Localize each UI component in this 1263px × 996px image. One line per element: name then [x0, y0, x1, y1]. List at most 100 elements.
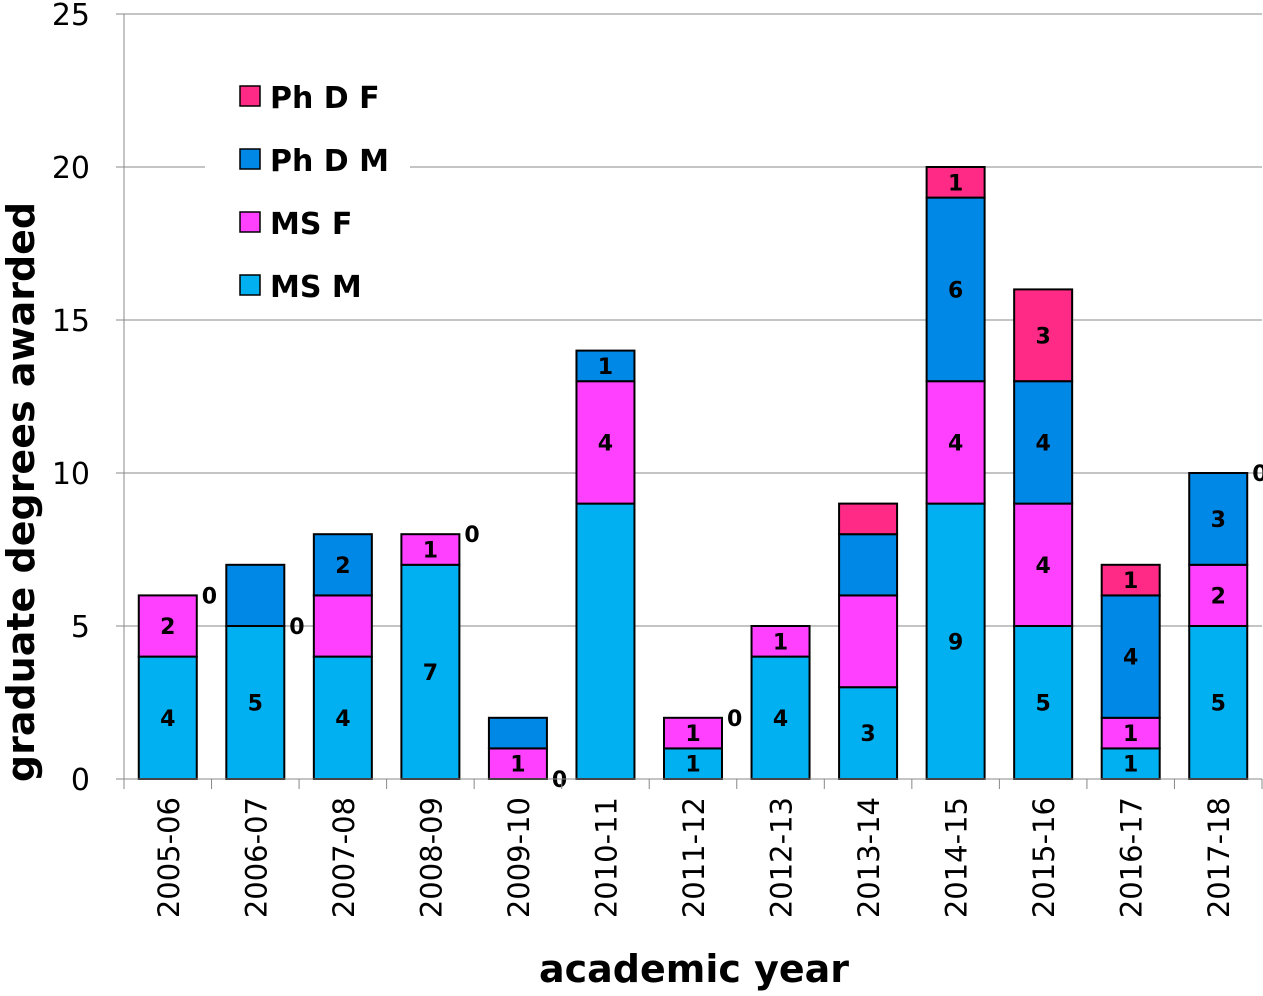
y-axis-title: graduate degrees awarded: [0, 202, 43, 782]
legend: Ph D F Ph D M MS F MS M: [239, 81, 389, 305]
bar-segment: [575, 349, 636, 383]
data-labels: 4 2 0 5 0 4 2 7 1 0 0 1 4 1 1 1 0 4 1 3 9 4 6 1 5 4 4 3 1 1 4 1 5 2 3 0: [160, 171, 1263, 793]
y-tick-label: 15: [52, 304, 90, 339]
legend-swatch: [239, 148, 261, 170]
x-axis-title: academic year: [539, 947, 849, 991]
bar-segment: [750, 625, 811, 658]
data-label: 1: [423, 539, 438, 564]
legend-background: [205, 60, 410, 310]
bar-segment: [663, 716, 723, 750]
data-label: 5: [248, 692, 263, 717]
bar-segment: [1013, 380, 1074, 505]
data-label: 0: [289, 615, 304, 640]
legend-label: Ph D F: [270, 81, 380, 116]
bar-segment: [1013, 625, 1074, 780]
data-label: 0: [464, 523, 479, 548]
data-label: 4: [598, 431, 613, 456]
data-label: 0: [202, 584, 217, 609]
bar-segment: [1013, 288, 1074, 383]
bars: [137, 166, 1249, 781]
x-tick-label: 2011-12: [677, 797, 711, 918]
bar-segment: [312, 533, 373, 597]
bar-segment: [575, 380, 636, 505]
data-label: 3: [1211, 508, 1226, 533]
data-label: 2: [1211, 584, 1226, 609]
grid: [124, 13, 1262, 627]
legend-label: MS M: [270, 270, 362, 305]
legend-label: MS F: [270, 207, 352, 242]
bar-segment: [1100, 594, 1161, 719]
x-tick-label: 2014-15: [940, 797, 974, 918]
data-label: 1: [685, 722, 700, 747]
data-label: 7: [423, 661, 438, 686]
bar-segment: [750, 655, 811, 780]
bar-segment: [1188, 472, 1249, 566]
bar-segment: [487, 716, 548, 750]
bar-segment: [838, 533, 899, 597]
bar-segment: [925, 380, 986, 505]
data-label: 4: [1035, 554, 1050, 579]
data-label: 1: [510, 753, 525, 778]
data-label: 0: [552, 768, 567, 793]
y-tick-label: 5: [71, 610, 90, 645]
x-tick-label: 2006-07: [239, 797, 273, 918]
data-label: 9: [948, 630, 963, 655]
data-label: 6: [948, 278, 963, 303]
bar-segment: [925, 502, 986, 780]
data-label: 4: [773, 707, 788, 732]
data-label: 2: [335, 554, 350, 579]
legend-label: Ph D M: [270, 144, 389, 179]
data-label: 4: [160, 707, 175, 732]
data-label: 0: [1252, 462, 1263, 487]
bar-segment: [225, 563, 286, 627]
x-tick-label: 2007-08: [327, 797, 361, 918]
bar-segment: [925, 166, 986, 199]
data-label: 3: [1035, 324, 1050, 349]
y-tick-label: 25: [52, 0, 90, 33]
bar-segment: [925, 196, 986, 383]
bar-segment: [312, 655, 373, 780]
legend-swatch: [239, 85, 261, 107]
data-label: 3: [860, 722, 875, 747]
data-label: 5: [1211, 692, 1226, 717]
bar-segment: [225, 625, 286, 780]
bar-segment: [487, 747, 548, 781]
data-label: 4: [1123, 646, 1138, 671]
data-label: 1: [1123, 569, 1138, 594]
bar-segment: [137, 655, 198, 780]
x-tick-label: 2017-18: [1202, 797, 1236, 918]
data-label: 2: [160, 615, 175, 640]
bar-segment: [400, 563, 461, 780]
legend-swatch: [239, 211, 261, 233]
bar-segment: [312, 594, 373, 658]
x-tick-label: 2016-17: [1115, 797, 1149, 918]
x-tick-label: 2013-14: [852, 797, 886, 918]
x-tick-label: 2012-13: [765, 797, 799, 918]
data-label: 1: [773, 630, 788, 655]
y-tick-label: 20: [52, 151, 90, 186]
data-label: 4: [1035, 431, 1050, 456]
x-tick-label: 2009-10: [502, 797, 536, 918]
data-label: 4: [948, 431, 963, 456]
data-label: 1: [948, 171, 963, 196]
data-label: 1: [1123, 722, 1138, 747]
y-tick-label: 10: [52, 457, 90, 492]
bar-segment: [838, 502, 899, 536]
bar-segment: [1100, 563, 1161, 597]
data-label: 1: [1123, 753, 1138, 778]
legend-swatch: [239, 274, 261, 296]
bar-segment: [838, 594, 899, 689]
bar-segment: [137, 594, 198, 658]
x-tick-label: 2010-11: [589, 797, 623, 918]
y-tick-label: 0: [71, 763, 90, 798]
data-label: 4: [335, 707, 350, 732]
x-tick-label: 2008-09: [414, 797, 448, 918]
x-tick-label: 2005-06: [152, 797, 186, 918]
bar-segment: [400, 533, 461, 566]
bar-segment: [1188, 625, 1249, 780]
data-label: 1: [685, 753, 700, 778]
bar-segment: [1188, 563, 1249, 627]
x-tick-label: 2015-16: [1027, 797, 1061, 918]
